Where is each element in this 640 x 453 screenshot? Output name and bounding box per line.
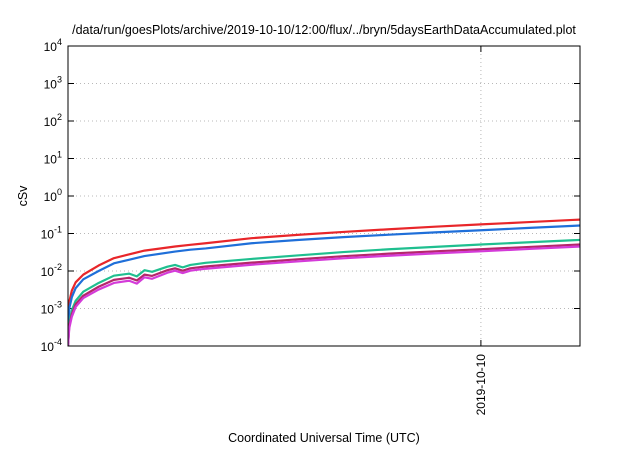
- y-axis-label: cSv: [16, 185, 30, 207]
- x-tick-label: 2019-10-10: [474, 354, 488, 416]
- y-tick-label: 10-2: [41, 262, 62, 279]
- y-tick-label: 10-1: [41, 225, 62, 242]
- y-tick-label: 102: [44, 112, 62, 129]
- series-line-2: [68, 224, 580, 340]
- y-tick-label: 103: [44, 75, 62, 92]
- y-tick-label: 101: [44, 150, 62, 167]
- plot-frame: [67, 45, 581, 347]
- series-line-5: [68, 245, 580, 346]
- series-line-3: [68, 238, 580, 346]
- y-tick-label: 10-3: [41, 300, 62, 317]
- y-tick-label: 104: [44, 37, 62, 54]
- series-line-4: [68, 243, 580, 346]
- chart-title: /data/run/goesPlots/archive/2019-10-10/1…: [72, 23, 576, 37]
- x-axis-label: Coordinated Universal Time (UTC): [228, 431, 420, 445]
- y-tick-label: 100: [44, 187, 62, 204]
- series-line-1: [68, 218, 580, 332]
- y-tick-label: 10-4: [41, 337, 62, 354]
